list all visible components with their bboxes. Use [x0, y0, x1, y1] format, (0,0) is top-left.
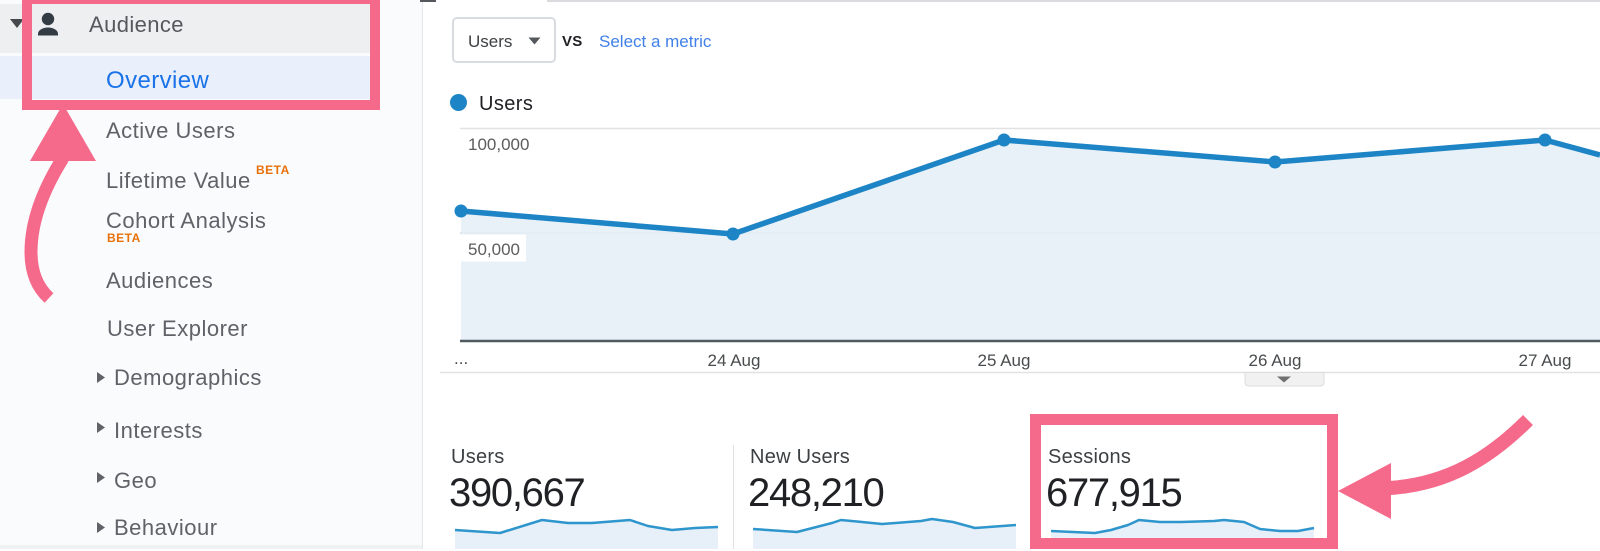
svg-text:27 Aug: 27 Aug: [1519, 351, 1572, 370]
svg-text:24 Aug: 24 Aug: [708, 351, 761, 370]
svg-text:50,000: 50,000: [468, 240, 520, 259]
svg-text:...: ...: [454, 349, 468, 368]
svg-text:26 Aug: 26 Aug: [1249, 351, 1302, 370]
svg-text:25 Aug: 25 Aug: [978, 351, 1031, 370]
svg-text:100,000: 100,000: [468, 135, 529, 154]
